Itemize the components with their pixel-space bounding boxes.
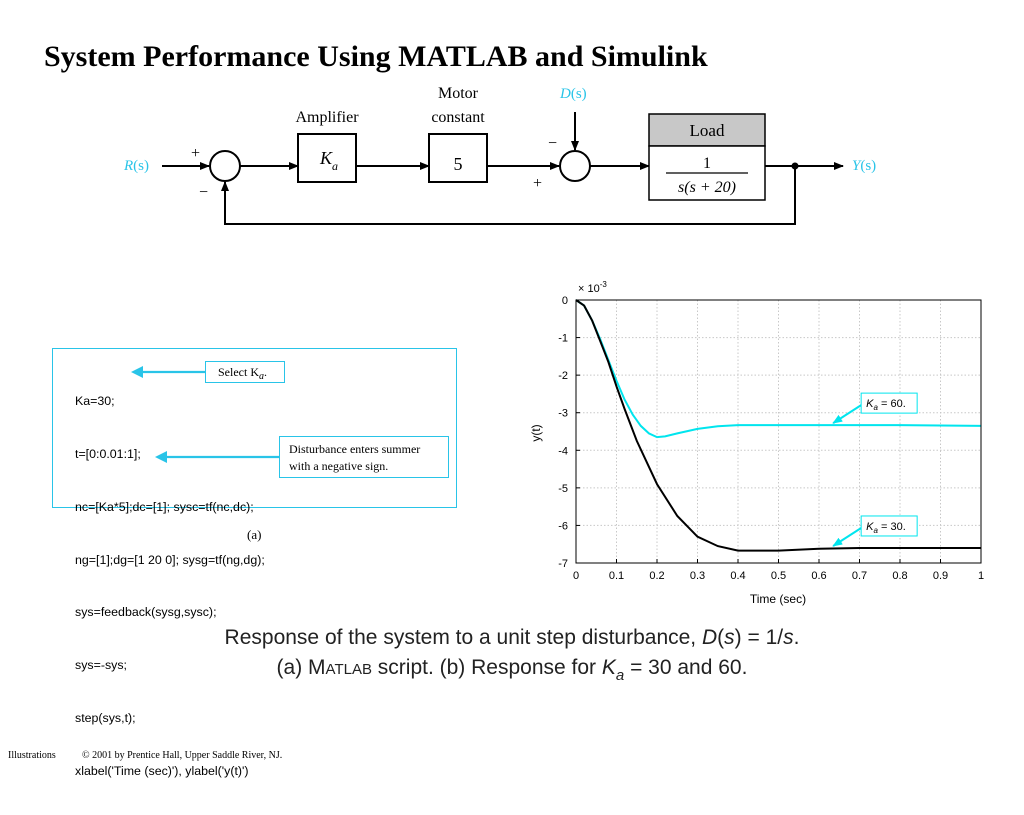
load-numerator: 1 — [703, 155, 711, 172]
code-line: sys=-sys; — [75, 658, 127, 673]
x-tick-label: 1 — [978, 570, 984, 582]
load-title: Load — [690, 121, 725, 140]
summer-2-minus: − — [548, 135, 557, 152]
motor-value: 5 — [454, 154, 463, 174]
footer-copyright: © 2001 by Prentice Hall, Upper Saddle Ri… — [82, 750, 283, 761]
y-exponent-label: × 10-3 — [578, 280, 607, 295]
footer-illustrations: Illustrations — [8, 750, 56, 761]
x-tick-label: 0.5 — [771, 570, 786, 582]
x-tick-label: 0.1 — [609, 570, 624, 582]
code-line: ng=[1];dg=[1 20 0]; sysg=tf(ng,dg); — [75, 552, 265, 567]
y-tick-label: -5 — [558, 483, 568, 495]
summer-2-plus: + — [533, 175, 542, 192]
summer-2 — [559, 150, 591, 182]
summer-1 — [209, 150, 241, 182]
motor-block — [428, 133, 488, 183]
disturbance-callout: Disturbance enters summer with a negativ… — [279, 436, 449, 478]
y-tick-label: -1 — [558, 333, 568, 345]
annotation-arrow — [832, 404, 862, 424]
disturbance-label: D(s) — [559, 86, 587, 102]
summer-1-minus: − — [199, 184, 208, 201]
plot-frame — [575, 299, 982, 564]
matlab-code: Ka=30; t=[0:0.01:1]; nc=[Ka*5];dc=[1]; s… — [75, 358, 265, 815]
annotation-arrow — [832, 527, 862, 547]
x-tick-label: 0.9 — [933, 570, 948, 582]
amplifier-block — [297, 133, 357, 183]
y-tick-label: 0 — [562, 295, 568, 307]
annotation-box — [860, 515, 918, 537]
code-line: xlabel('Time (sec)'), ylabel('y(t)') — [75, 763, 249, 778]
matlab-script-box: Ka=30; t=[0:0.01:1]; nc=[Ka*5];dc=[1]; s… — [52, 348, 457, 778]
x-tick-label: 0.7 — [852, 570, 867, 582]
code-line: step(sys,t); — [75, 710, 136, 725]
summer-1-plus: + — [191, 145, 200, 162]
x-tick-label: 0.3 — [690, 570, 705, 582]
amplifier-title: Amplifier — [295, 109, 359, 126]
code-line: Ka=30; — [75, 394, 115, 409]
x-tick-label: 0.8 — [892, 570, 907, 582]
load-denominator: s(s + 20) — [678, 179, 736, 196]
disturbance-note-arrow — [155, 451, 281, 463]
y-tick-label: -6 — [558, 520, 568, 532]
panel-a-label: (a) — [247, 527, 262, 542]
block-diagram: R(s) + − Amplifier Ka Motor constant 5 D… — [123, 85, 876, 225]
y-tick-label: -2 — [558, 370, 568, 382]
x-axis-label: Time (sec) — [750, 592, 806, 606]
figure-caption-line2: (a) MATLAB script. (b) Response for Ka =… — [276, 656, 748, 684]
input-label: R(s) — [123, 158, 149, 174]
annotation-box — [860, 392, 918, 414]
code-line: nc=[Ka*5];dc=[1]; sysc=tf(nc,dc); — [75, 499, 254, 514]
figure-caption-line1: Response of the system to a unit step di… — [224, 626, 800, 649]
annotation-label: Ka = 30. — [866, 521, 906, 535]
slide-title: System Performance Using MATLAB and Simu… — [44, 40, 708, 73]
x-tick-label: 0.6 — [811, 570, 826, 582]
output-label: Y(s) — [852, 158, 876, 174]
x-tick-label: 0 — [573, 570, 579, 582]
y-tick-label: -7 — [558, 558, 568, 570]
series-line — [575, 299, 981, 552]
feedback-path — [221, 166, 796, 225]
step-response-chart: 0 0.1 0.2 0.3 0.4 0.5 0.6 0.7 0.8 0.9 1 0 -1 -2 -3 -4 -5… — [529, 280, 984, 606]
amplifier-gain: Ka — [319, 148, 338, 173]
motor-title-line2: constant — [431, 109, 485, 126]
select-ka-callout: Select Ka. — [205, 361, 285, 383]
y-axis-label: y(t) — [529, 424, 543, 441]
select-ka-arrow — [131, 366, 205, 378]
load-header — [648, 113, 766, 147]
y-tick-label: -4 — [558, 445, 568, 457]
code-line: sys=feedback(sysg,sysc); — [75, 605, 217, 620]
y-tick-label: -3 — [558, 408, 568, 420]
x-tick-label: 0.2 — [649, 570, 664, 582]
x-tick-label: 0.4 — [730, 570, 745, 582]
code-line: t=[0:0.01:1]; — [75, 446, 141, 461]
motor-title-line1: Motor — [438, 85, 479, 102]
annotation-label: Ka = 60. — [866, 398, 906, 412]
